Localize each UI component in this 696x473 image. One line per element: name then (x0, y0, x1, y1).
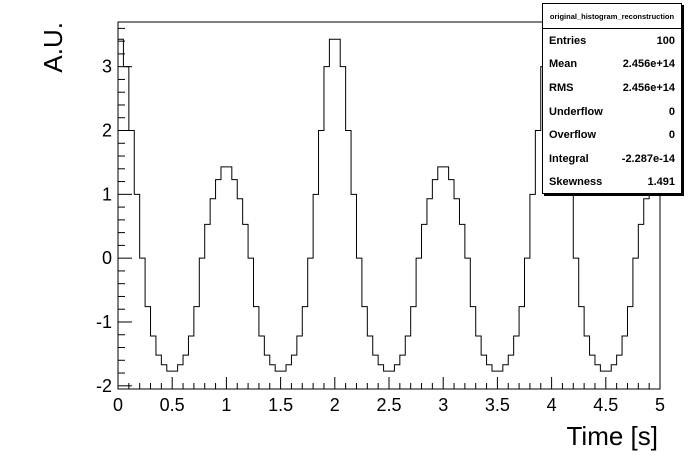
x-tick-label: 4.5 (593, 395, 618, 415)
stats-value: 0 (668, 129, 675, 142)
x-tick-label: 2 (330, 395, 340, 415)
stats-label: Skewness (549, 176, 603, 189)
stats-label: Overflow (549, 129, 597, 142)
x-tick-label: 1 (221, 395, 231, 415)
y-tick-label: 1 (102, 184, 112, 204)
stats-value: 100 (656, 34, 675, 47)
stats-row: Skewness 1.491 (543, 171, 681, 195)
stats-value: 2.456e+14 (622, 58, 675, 71)
stats-value: 2.456e+14 (622, 81, 675, 94)
x-axis-title: Time [s] (567, 421, 658, 451)
x-tick-label: 4 (547, 395, 557, 415)
x-tick-labels: 0 0.5 1 1.5 2 2.5 3 3.5 4 4.5 5 (113, 395, 665, 415)
stats-row: Overflow 0 (543, 123, 681, 147)
stats-title: original_histogram_reconstruction (543, 4, 681, 29)
y-tick-label: 2 (102, 121, 112, 141)
x-tick-label: 5 (655, 395, 665, 415)
y-tick-label: -1 (96, 312, 112, 332)
x-tick-label: 0 (113, 395, 123, 415)
x-tick-label: 1.5 (268, 395, 293, 415)
y-axis-title: A.U. (38, 22, 68, 73)
x-tick-label: 2.5 (376, 395, 401, 415)
stats-label: Entries (549, 34, 587, 47)
stats-row: RMS 2.456e+14 (543, 76, 681, 100)
stats-label: RMS (549, 81, 574, 94)
stats-label: Mean (549, 58, 578, 71)
stats-row: Entries 100 (543, 29, 681, 53)
stats-row: Underflow 0 (543, 100, 681, 124)
stats-row: Integral -2.287e-14 (543, 147, 681, 171)
x-tick-label: 0.5 (160, 395, 185, 415)
stats-rows: Entries 100 Mean 2.456e+14 RMS 2.456e+14 Under… (543, 29, 681, 194)
stats-value: 1.491 (647, 176, 675, 189)
stats-box: original_histogram_reconstruction Entrie… (542, 3, 682, 194)
y-tick-labels: -2 -1 0 1 2 3 (96, 57, 112, 396)
stats-value: -2.287e-14 (621, 152, 675, 165)
x-tick-label: 3 (438, 395, 448, 415)
histogram-line (118, 38, 660, 372)
y-tick-label: -2 (96, 376, 112, 396)
x-tick-label: 3.5 (485, 395, 510, 415)
y-tick-label: 0 (102, 248, 112, 268)
y-tick-label: 3 (102, 57, 112, 77)
stats-row: Mean 2.456e+14 (543, 53, 681, 77)
stats-label: Underflow (549, 105, 603, 118)
stats-value: 0 (668, 105, 675, 118)
axis-ticks (117, 27, 661, 389)
stats-label: Integral (549, 152, 589, 165)
